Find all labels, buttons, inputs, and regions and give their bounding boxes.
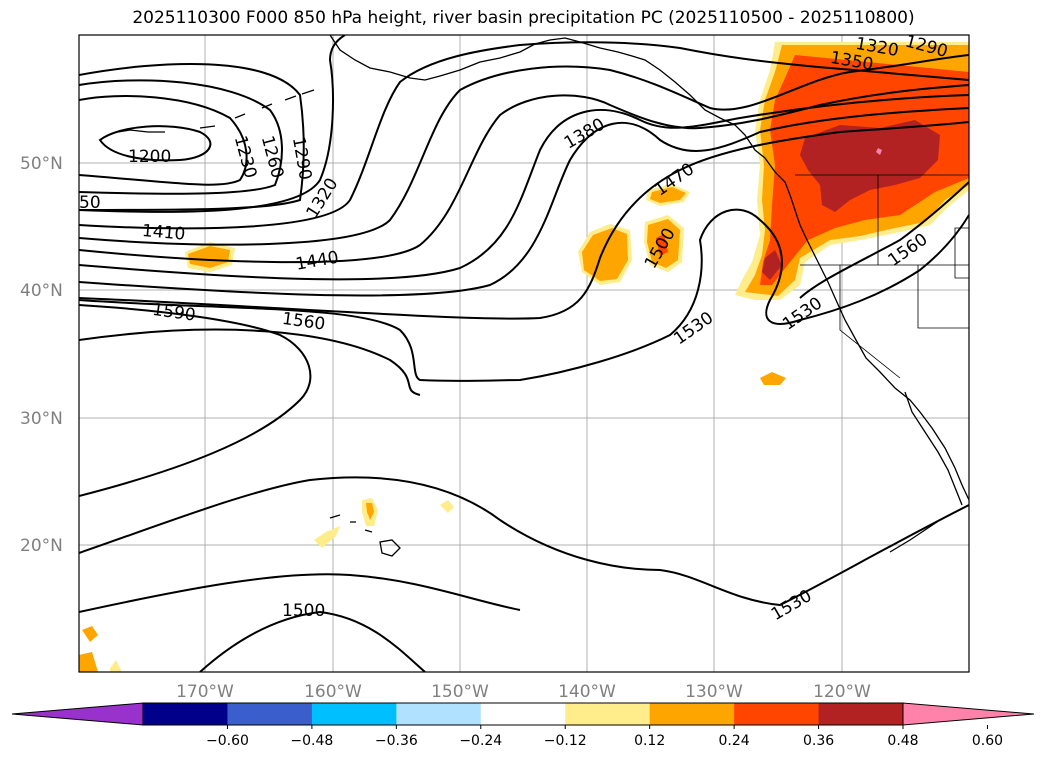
contour-label: 1410 <box>141 221 186 245</box>
colorbar-tick-label: −0.12 <box>544 733 587 749</box>
contour-1560-south <box>79 476 969 607</box>
precip-orange-midpac1 <box>582 228 628 281</box>
longitude-labels: 170°W 160°W 150°W 140°W 130°W 120°W <box>176 682 871 702</box>
precip-darkred-nw <box>800 120 940 212</box>
precipitation-shading <box>79 42 969 672</box>
precip-hawaii1b <box>366 503 374 520</box>
contour-1530-south <box>79 573 521 613</box>
colorbar-extend-min <box>11 702 144 726</box>
precip-pink-dot <box>876 148 882 155</box>
map-title: 2025110300 F000 850 hPa height, river ba… <box>132 8 915 28</box>
colorbar-segment <box>734 703 820 725</box>
precip-orange-w <box>188 246 230 268</box>
precip-darkred-mid <box>762 250 782 280</box>
lon-label: 170°W <box>176 682 234 702</box>
lon-label: 150°W <box>431 682 489 702</box>
lon-label: 130°W <box>685 682 743 702</box>
contour-1320 <box>79 35 346 213</box>
colorbar-segment <box>227 703 313 725</box>
lon-label: 140°W <box>558 682 616 702</box>
coastline-hawaii-small <box>329 514 373 533</box>
lon-label: 120°W <box>813 682 871 702</box>
contour-1590 <box>79 304 312 497</box>
colorbar-segment <box>396 703 482 725</box>
map-frame <box>78 34 970 673</box>
contour-label: 1500 <box>282 601 325 621</box>
border-nevada <box>839 265 901 379</box>
contour-1380 <box>79 54 969 246</box>
lat-label: 20°N <box>20 536 63 556</box>
contour-1410 <box>79 84 969 264</box>
contour-1230 <box>79 95 248 186</box>
coastline-baja <box>904 391 963 506</box>
height-contours <box>79 35 969 672</box>
precip-sw2 <box>79 652 98 672</box>
precip-sw3 <box>110 660 122 672</box>
precip-redorange-midpac2 <box>656 234 668 256</box>
precip-hawaii3 <box>440 500 454 513</box>
colorbar-tick-label: −0.60 <box>206 733 249 749</box>
contour-1560 <box>79 181 969 396</box>
coastline-alaska <box>329 35 766 159</box>
lat-label: 50°N <box>20 154 63 174</box>
colorbar-tick-label: −0.36 <box>375 733 418 749</box>
coastline-western-isl <box>117 129 165 133</box>
contour-1470 <box>79 107 969 297</box>
colorbar-segment <box>311 703 397 725</box>
precip-sw1 <box>82 626 98 642</box>
precip-orange-small1 <box>650 187 686 203</box>
latitude-labels: 50°N 40°N 30°N 20°N <box>20 154 63 556</box>
coastline-aleutians <box>199 89 315 129</box>
graticule <box>79 35 969 672</box>
contour-1500-south <box>199 610 426 672</box>
precip-small-se <box>760 372 786 385</box>
colorbar-tick-label: 0.60 <box>972 733 1003 749</box>
contour-1440 <box>79 94 969 281</box>
contour-label: 50 <box>79 193 101 213</box>
contour-1530 <box>79 208 969 382</box>
lat-label: 30°N <box>20 409 63 429</box>
lat-label: 40°N <box>20 281 63 301</box>
lon-label: 160°W <box>304 682 362 702</box>
coastline-hawaii-big <box>379 539 401 557</box>
coastline-west-na <box>764 157 969 501</box>
border-state-2 <box>917 265 969 329</box>
colorbar-tick-label: −0.48 <box>290 733 333 749</box>
colorbar-tick-label: 0.24 <box>719 733 750 749</box>
contour-1200 <box>98 125 212 162</box>
colorbar-extend-max <box>902 702 1035 726</box>
political-borders <box>795 174 969 379</box>
border-utah <box>954 227 969 279</box>
contour-1350 <box>79 41 969 230</box>
colorbar-tick-label: 0.36 <box>803 733 834 749</box>
colorbar: −0.60 −0.48 −0.36 −0.24 −0.12 0.12 0.24 0.36 0.4… <box>11 702 1035 749</box>
colorbar-outline <box>142 702 904 726</box>
colorbar-segment <box>565 703 651 725</box>
colorbar-tick-label: 0.12 <box>634 733 665 749</box>
colorbar-tick-label: 0.48 <box>887 733 918 749</box>
colorbar-segment <box>818 703 904 725</box>
precip-hawaii2 <box>314 526 340 548</box>
colorbar-segment <box>649 703 735 725</box>
contour-1290 <box>79 62 305 211</box>
contour-label: 1200 <box>128 147 171 167</box>
colorbar-tick-label: −0.24 <box>459 733 502 749</box>
contour-1260 <box>79 79 283 195</box>
colorbar-segment <box>143 703 228 725</box>
contour-1500 <box>79 121 969 320</box>
colorbar-segment <box>480 703 566 725</box>
